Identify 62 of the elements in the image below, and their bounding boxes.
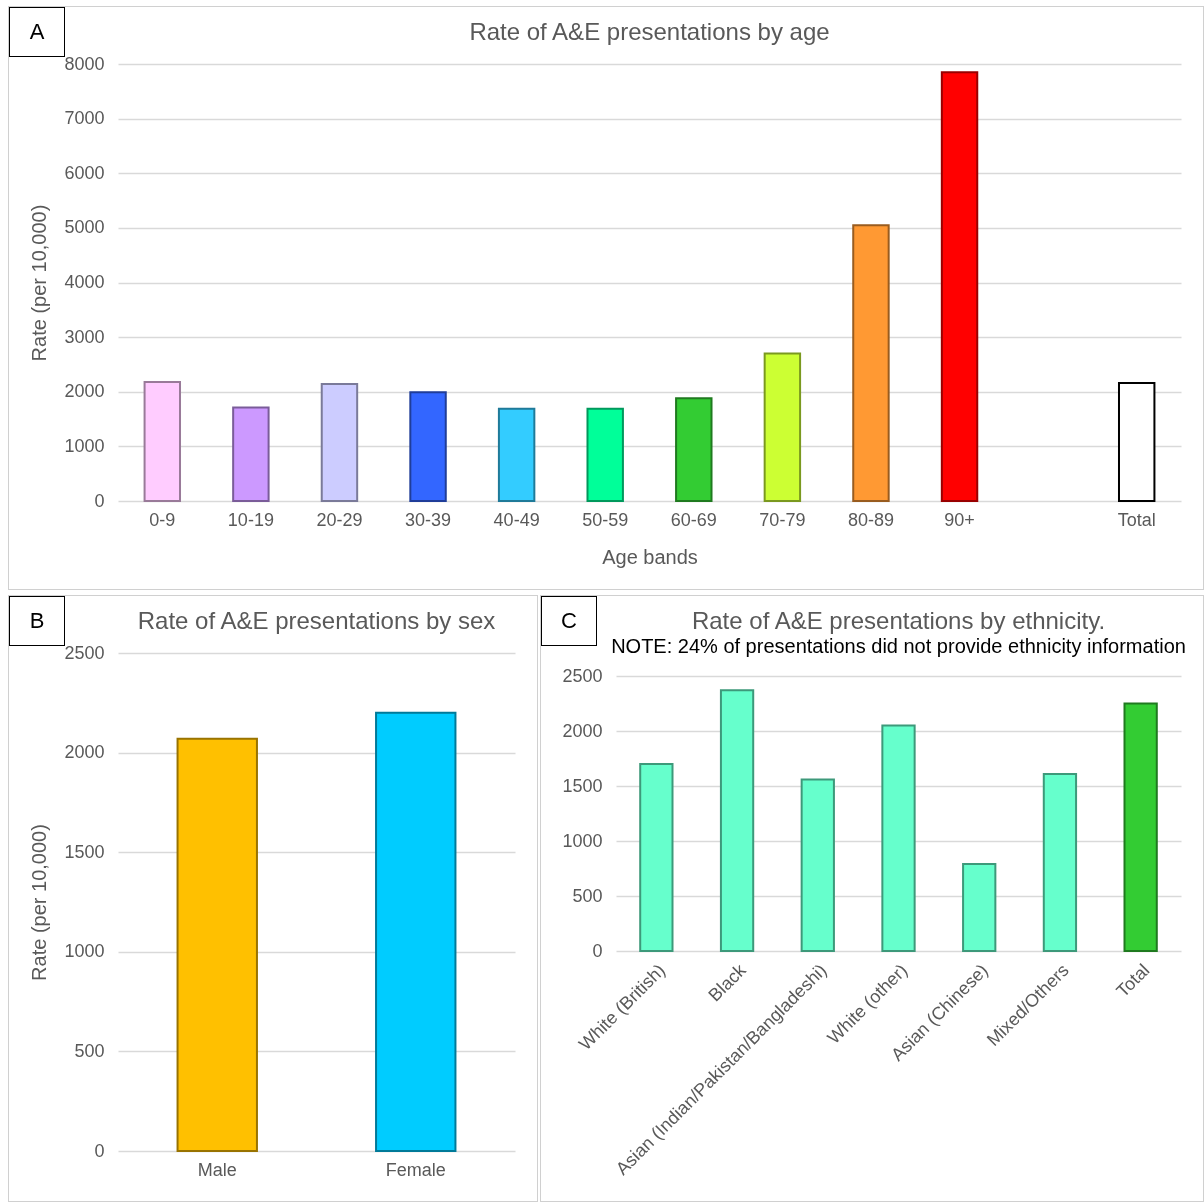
x-tick-label: 10-19 xyxy=(227,509,274,530)
bar xyxy=(586,407,624,502)
y-tick-label: 1500 xyxy=(562,775,603,796)
y-tick-label: 6000 xyxy=(64,162,105,183)
y-tick-label: 3000 xyxy=(64,326,105,347)
bar xyxy=(639,763,674,952)
x-axis-title: Age bands xyxy=(602,545,698,568)
bar xyxy=(409,391,447,502)
chart-title: Rate of A&E presentations by age xyxy=(469,18,830,45)
x-tick-label: 0-9 xyxy=(149,509,176,530)
x-tick-label: 20-29 xyxy=(316,509,363,530)
bar xyxy=(881,724,916,952)
y-tick-label: 2500 xyxy=(562,665,603,686)
bar xyxy=(232,406,270,502)
bar xyxy=(675,397,713,502)
chart-title: Rate of A&E presentations by sex xyxy=(137,607,496,634)
x-tick-label: 80-89 xyxy=(847,509,894,530)
y-tick-label: 1500 xyxy=(64,841,105,862)
x-tick-label: Total xyxy=(1117,509,1156,530)
bar xyxy=(800,778,835,952)
y-tick-label: 1000 xyxy=(562,830,603,851)
y-tick-label: 1000 xyxy=(64,435,105,456)
y-tick-label: 5000 xyxy=(64,217,105,238)
x-tick-label: 30-39 xyxy=(405,509,452,530)
bar xyxy=(497,407,536,502)
x-tick-label: 50-59 xyxy=(582,509,629,530)
y-tick-label: 7000 xyxy=(64,108,105,129)
bar xyxy=(719,689,755,952)
x-tick-label: 60-69 xyxy=(670,509,717,530)
bar xyxy=(962,863,997,952)
bar xyxy=(1117,382,1156,502)
y-tick-label: 8000 xyxy=(64,53,105,74)
y-axis-title: Rate (per 10,000) xyxy=(28,824,51,981)
bar xyxy=(1042,772,1078,952)
text: C xyxy=(541,596,597,646)
x-tick-label: 90+ xyxy=(944,509,975,530)
bar xyxy=(940,71,979,502)
y-tick-label: 2000 xyxy=(64,381,105,402)
bar xyxy=(1123,702,1158,952)
y-tick-label: 4000 xyxy=(64,272,105,292)
text: A xyxy=(9,7,65,57)
y-tick-label: 2000 xyxy=(562,720,603,741)
x-tick-label: 40-49 xyxy=(493,509,540,530)
chart-subtitle: NOTE: 24% of presentations did not provide ethnicity information xyxy=(611,635,1186,657)
y-axis-title: Rate (per 10,000) xyxy=(28,204,51,362)
text: B xyxy=(9,596,65,646)
y-tick-label: 2500 xyxy=(64,642,105,663)
bar xyxy=(763,352,802,502)
x-tick-label: 70-79 xyxy=(759,509,806,530)
y-tick-label: 500 xyxy=(74,1040,105,1061)
bar xyxy=(852,224,890,502)
bar xyxy=(320,383,359,502)
y-tick-label: 0 xyxy=(592,940,603,961)
y-tick-label: 1000 xyxy=(64,941,105,962)
chart-title: Rate of A&E presentations by ethnicity. xyxy=(691,607,1106,634)
y-tick-label: 2000 xyxy=(64,742,105,763)
y-tick-label: 0 xyxy=(94,1140,105,1161)
y-tick-label: 0 xyxy=(94,490,105,511)
bar xyxy=(143,380,182,502)
x-tick-label: Female xyxy=(385,1159,446,1180)
x-tick-label: Male xyxy=(197,1159,237,1180)
y-tick-label: 500 xyxy=(572,885,603,906)
